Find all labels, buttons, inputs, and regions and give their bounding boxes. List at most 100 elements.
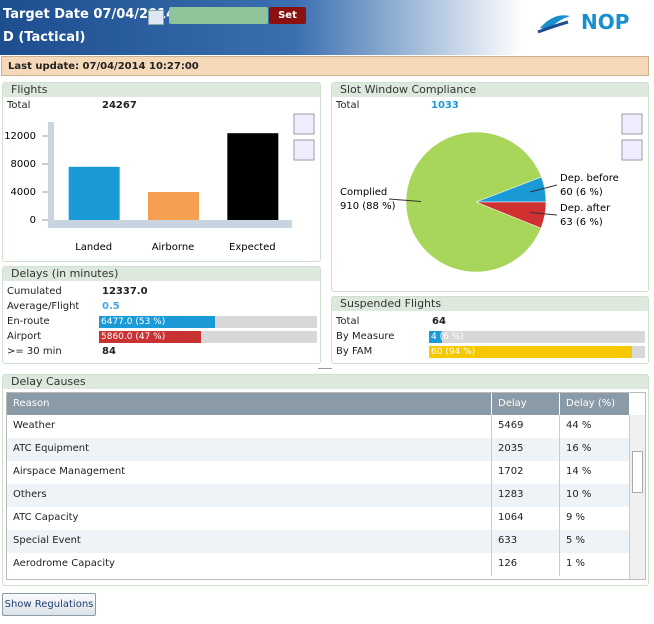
pie-value-label: 910 (88 %) [340, 201, 396, 212]
leader-line [529, 211, 558, 216]
table-cell: 5 % [559, 530, 630, 553]
table-cell: 10 % [559, 484, 630, 507]
table-cell: 16 % [559, 438, 630, 461]
y-tick-label: 12000 [4, 131, 36, 142]
panel-title: Delays (in minutes) [3, 267, 320, 281]
date-input[interactable] [169, 7, 268, 24]
pie-chart-button[interactable] [293, 139, 315, 161]
bar [227, 133, 279, 220]
pie-slice [405, 131, 542, 273]
progress-bar: 6477.0 (53 %) [99, 316, 317, 328]
progress-label: 60 (94 %) [431, 347, 476, 357]
bar-chart-button[interactable] [621, 139, 643, 161]
bar [148, 192, 199, 220]
row-label: Airport [7, 331, 42, 342]
panel-title: Suspended Flights [332, 297, 648, 311]
progress-fill [429, 331, 442, 343]
row-label: By FAM [336, 346, 373, 357]
scroll-thumb[interactable] [632, 451, 643, 493]
row-label: Total [336, 316, 360, 327]
flights-panel: Flights [2, 82, 321, 262]
column-header: Delay (%) [559, 393, 630, 415]
table-cell: 633 [491, 530, 560, 553]
row-value: 64 [432, 316, 446, 327]
header-title: Target Date 07/04/2014 [3, 7, 176, 22]
table-row [7, 507, 629, 530]
table-cell: Special Event [13, 535, 81, 546]
row-value: 12337.0 [102, 286, 148, 297]
panel-title: Delay Causes [3, 375, 648, 389]
table-cell: Others [13, 489, 47, 500]
show-regulations-button[interactable]: Show Regulations [2, 593, 96, 616]
pie-chart-button[interactable] [621, 113, 643, 135]
table-row [7, 415, 629, 438]
table-cell: 5469 [491, 415, 560, 438]
row-value: 84 [102, 346, 116, 357]
table-cell: ATC Capacity [13, 512, 79, 523]
table-row [7, 530, 629, 553]
leader-line [388, 198, 422, 202]
last-update: Last update: 07/04/2014 10:27:00 [1, 56, 649, 76]
x-tick-label: Landed [75, 242, 112, 253]
table-row [7, 553, 629, 576]
scrollbar[interactable] [629, 415, 645, 579]
pie-label: Dep. after [560, 203, 611, 214]
progress-label: 4 (6 %) [431, 332, 464, 342]
column-header: Reason [13, 398, 50, 409]
table-cell: 14 % [559, 461, 630, 484]
table-cell: Weather [13, 420, 56, 431]
table-header [7, 393, 629, 415]
table-cell: 2035 [491, 438, 560, 461]
table-row [7, 484, 629, 507]
progress-fill [99, 331, 202, 343]
table-cell: 1702 [491, 461, 560, 484]
row-value: 0.5 [102, 301, 120, 312]
table-cell: 9 % [559, 507, 630, 530]
chart-wall [48, 122, 54, 228]
progress-fill [99, 316, 215, 328]
logo-icon [537, 15, 570, 34]
column-header: Delay [491, 393, 560, 415]
total-value: 24267 [102, 100, 137, 111]
x-tick-label: Airborne [152, 242, 195, 253]
header-subtitle: D (Tactical) [3, 30, 86, 45]
row-label: En-route [7, 316, 50, 327]
chart-floor [48, 220, 292, 228]
progress-label: 5860.0 (47 %) [101, 332, 166, 342]
total-label: Total [7, 100, 31, 111]
table-cell: 126 [491, 553, 560, 576]
total-label: Total [336, 100, 360, 111]
y-tick-label: 4000 [11, 187, 36, 198]
flights-chart: 0 4000 8000 12000 Landed Airborne Expected [4, 113, 315, 253]
table-cell: 1064 [491, 507, 560, 530]
x-tick-label: Expected [229, 242, 276, 253]
pie-value-label: 60 (6 %) [560, 187, 603, 198]
row-label: Cumulated [7, 286, 62, 297]
row-label: Average/Flight [7, 301, 80, 312]
slot-chart: Dep. before 60 (6 %) Dep. after 63 (6 %) Com… [340, 113, 643, 273]
pie-label: Dep. before [560, 173, 619, 184]
progress-fill [429, 346, 633, 358]
logo: NOP [581, 10, 630, 34]
table-row [7, 438, 629, 461]
causes-table: Reason Delay Delay (%) Weather 5469 44 % ATC E… [6, 392, 646, 580]
set-button[interactable]: Set [269, 7, 306, 24]
row-label: >= 30 min [7, 346, 62, 357]
panel-title: Slot Window Compliance [332, 83, 648, 97]
pie-value-label: 63 (6 %) [560, 217, 603, 228]
total-value: 1033 [431, 100, 459, 111]
table-cell: 44 % [559, 415, 630, 438]
pie-label: Complied [340, 187, 387, 198]
delays-panel: Delays (in minutes) [2, 266, 321, 364]
row-label: By Measure [336, 331, 395, 342]
progress-label: 6477.0 (53 %) [101, 317, 166, 327]
y-tick-label: 0 [30, 215, 36, 226]
bar-chart-button[interactable] [293, 113, 315, 135]
panel-title: Flights [3, 83, 320, 97]
bar [68, 166, 120, 220]
table-cell: ATC Equipment [13, 443, 90, 454]
progress-bar: 4 (6 %) [429, 331, 645, 343]
table-cell: 1283 [491, 484, 560, 507]
calendar-icon[interactable] [148, 10, 164, 25]
